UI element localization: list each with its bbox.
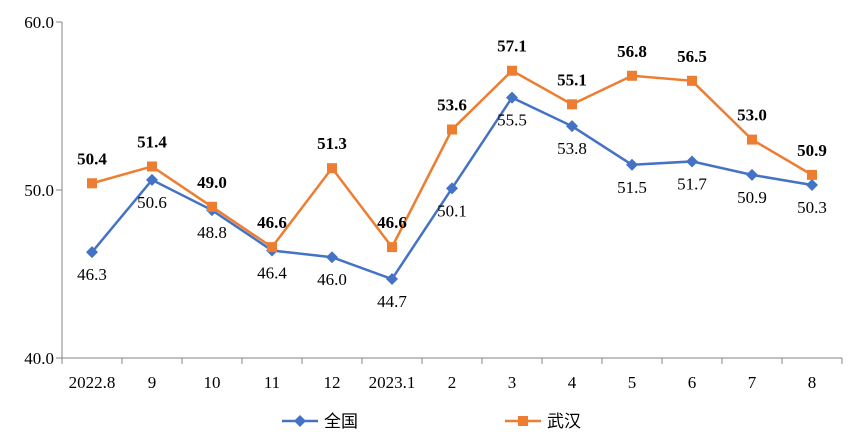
data-point-diamond	[506, 91, 518, 104]
data-point-square	[747, 134, 757, 145]
x-tick-label: 5	[628, 373, 637, 392]
x-tick-label: 2022.8	[69, 373, 116, 392]
data-label: 44.7	[377, 292, 407, 311]
chart-axes: 40.0 50.0 60.0 2022.8 9 10 11 12 2023.1 2 3 4 5 6 7 8	[24, 13, 843, 392]
data-label: 46.3	[77, 265, 107, 284]
data-point-diamond	[446, 182, 458, 195]
data-point-diamond	[86, 246, 98, 259]
data-point-square	[147, 161, 157, 172]
chart-legend: 全国 武汉	[282, 412, 581, 432]
data-label: 56.8	[617, 42, 647, 61]
data-point-square	[807, 169, 817, 180]
x-tick-label: 8	[808, 373, 817, 392]
data-label: 49.0	[197, 173, 227, 192]
data-point-square	[687, 75, 697, 86]
x-tick-label: 10	[204, 373, 221, 392]
data-label: 46.4	[257, 263, 287, 282]
chart-series	[86, 65, 818, 286]
data-label: 46.6	[377, 213, 407, 232]
data-point-square	[507, 65, 517, 76]
data-point-diamond	[146, 173, 158, 186]
data-point-diamond	[326, 251, 338, 264]
data-label: 51.5	[617, 178, 647, 197]
y-tick-label: 60.0	[24, 13, 54, 32]
data-label: 46.0	[317, 270, 347, 289]
data-label: 50.9	[797, 141, 827, 160]
data-point-diamond	[294, 415, 306, 427]
data-point-square	[518, 416, 528, 426]
data-label: 55.1	[557, 70, 587, 89]
data-label: 51.3	[317, 134, 347, 153]
x-tick-label: 9	[148, 373, 157, 392]
data-label: 48.8	[197, 223, 227, 242]
data-point-square	[327, 163, 337, 174]
legend-label: 武汉	[547, 412, 581, 432]
x-tick-label: 7	[748, 373, 757, 392]
data-label: 51.7	[677, 174, 707, 193]
data-label: 53.6	[437, 96, 467, 115]
data-label: 50.1	[437, 201, 467, 220]
data-point-square	[387, 242, 397, 253]
data-point-diamond	[566, 120, 578, 133]
x-tick-label: 11	[264, 373, 280, 392]
y-tick-label: 50.0	[24, 181, 54, 200]
x-tick-label: 6	[688, 373, 697, 392]
data-label: 56.5	[677, 47, 707, 66]
x-tick-label: 12	[324, 373, 341, 392]
data-point-square	[627, 70, 637, 81]
y-tick-label: 40.0	[24, 349, 54, 368]
data-point-diamond	[626, 158, 638, 171]
data-point-diamond	[686, 155, 698, 168]
data-point-diamond	[806, 178, 818, 191]
data-label: 53.0	[737, 106, 767, 125]
data-label: 50.3	[797, 198, 827, 217]
chart-data-labels: 46.3 50.6 48.8 46.4 46.0 44.7 50.1 55.5 53.8 51.5…	[77, 37, 827, 311]
x-tick-label: 2023.1	[369, 373, 416, 392]
data-label: 50.4	[77, 149, 107, 168]
data-point-square	[567, 99, 577, 110]
data-point-square	[87, 178, 97, 189]
data-label: 50.9	[737, 188, 767, 207]
x-tick-label: 4	[568, 373, 577, 392]
data-point-square	[267, 242, 277, 253]
legend-label: 全国	[324, 412, 358, 432]
data-point-square	[207, 201, 217, 212]
data-label: 46.6	[257, 213, 287, 232]
data-label: 50.6	[137, 193, 167, 212]
data-label: 57.1	[497, 37, 527, 56]
data-label: 53.8	[557, 139, 587, 158]
data-point-diamond	[386, 273, 398, 286]
data-label: 51.4	[137, 132, 167, 151]
data-point-square	[447, 124, 457, 135]
data-label: 55.5	[497, 111, 527, 130]
x-tick-label: 3	[508, 373, 517, 392]
x-tick-label: 2	[448, 373, 457, 392]
data-point-diamond	[746, 168, 758, 181]
